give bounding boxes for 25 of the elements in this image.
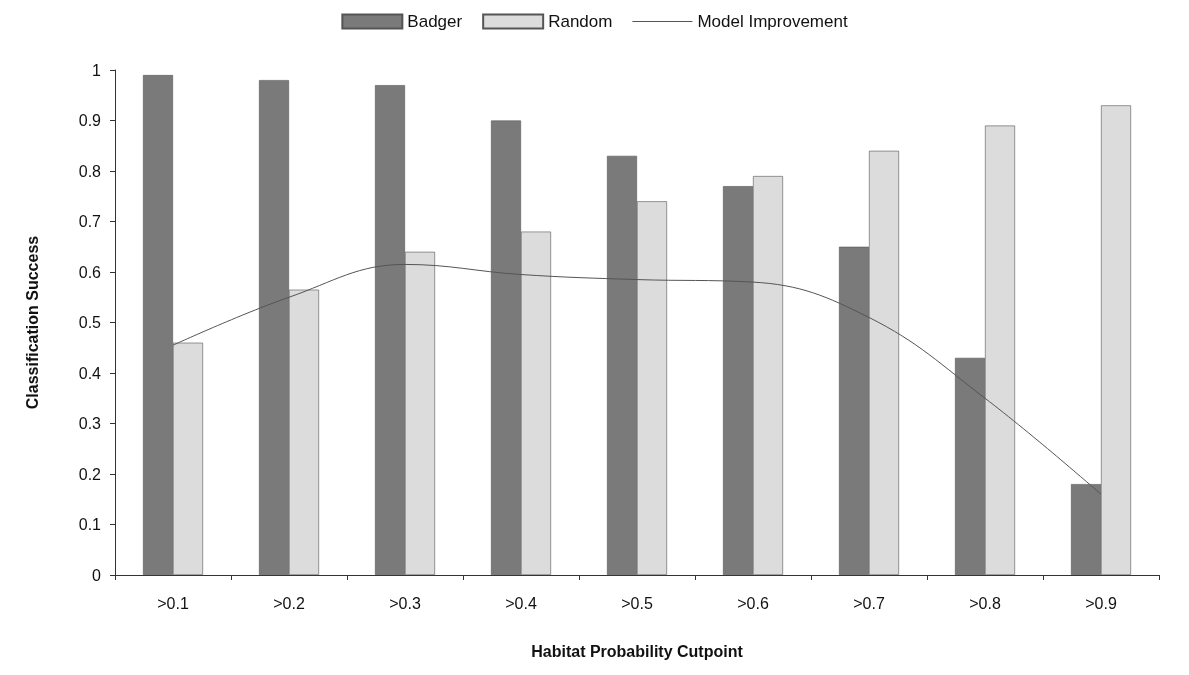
x-axis-title: Habitat Probability Cutpoint <box>531 642 744 660</box>
y-tick-label: 0.1 <box>78 516 102 533</box>
y-tick-label: 0.2 <box>78 465 102 483</box>
y-tick-label: 0 <box>92 566 102 584</box>
y-tick-label: 0.5 <box>78 314 102 331</box>
y-tick-label: 0.8 <box>78 162 102 180</box>
y-tick-label: 0.7 <box>78 213 102 230</box>
x-tick-label: >0.9 <box>1085 594 1117 612</box>
legend-label: Random <box>548 12 613 31</box>
legend-label: Badger <box>407 12 463 31</box>
x-tick-label: >0.7 <box>853 594 885 612</box>
legend-label: Model Improvement <box>697 12 848 31</box>
y-tick-label: 0.4 <box>78 364 102 382</box>
x-tick-label: >0.5 <box>621 594 653 612</box>
x-tick-label: >0.2 <box>273 594 305 612</box>
x-tick-label: >0.3 <box>389 594 421 612</box>
y-tick-label: 1 <box>92 61 102 79</box>
y-tick-label: 0.3 <box>78 415 102 432</box>
x-tick-label: >0.4 <box>505 594 537 612</box>
y-tick-label: 0.6 <box>78 263 102 281</box>
x-tick-label: >0.8 <box>969 594 1001 612</box>
x-tick-label: >0.6 <box>737 594 769 612</box>
x-tick-label: >0.1 <box>157 594 189 612</box>
y-axis-title: Classification Success <box>23 235 41 410</box>
y-tick-label: 0.9 <box>78 112 102 129</box>
